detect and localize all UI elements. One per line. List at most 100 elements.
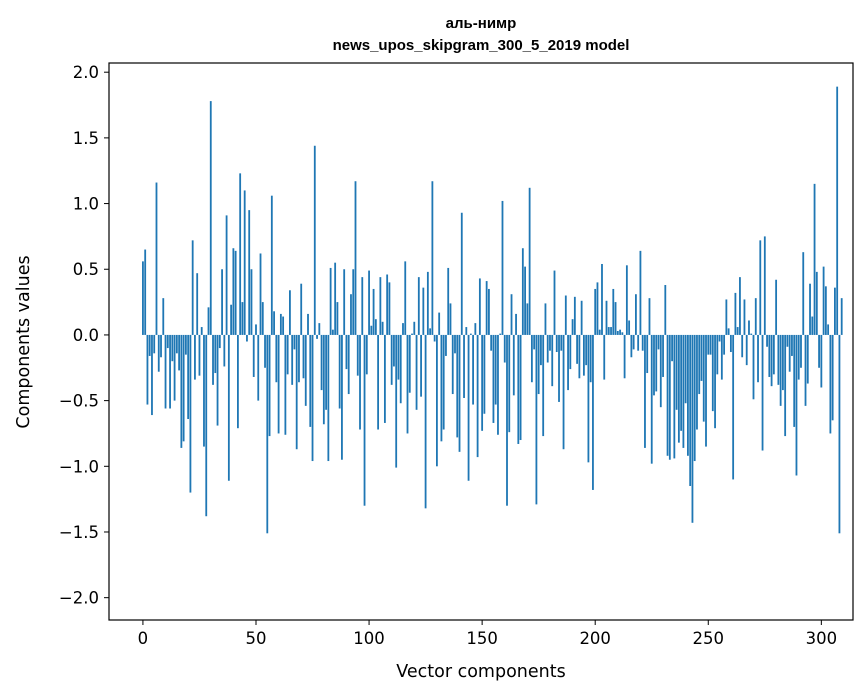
bar — [383, 334, 386, 423]
bar — [350, 294, 352, 335]
bar — [784, 334, 787, 437]
bar — [829, 334, 832, 434]
bar — [800, 334, 802, 368]
y-tick-label: 0.0 — [73, 326, 99, 345]
bar — [594, 288, 597, 335]
bar — [331, 329, 334, 335]
bar — [198, 334, 201, 376]
bar — [693, 334, 696, 462]
x-tick-label: 0 — [138, 629, 149, 648]
bar — [374, 319, 377, 335]
bar — [503, 334, 506, 363]
bar — [743, 299, 746, 335]
bar — [151, 334, 153, 416]
bar — [840, 298, 843, 335]
x-axis: 0 50 100 150 200 250 300 — [138, 620, 837, 648]
bar — [673, 334, 676, 459]
bar — [528, 187, 531, 335]
bar — [302, 334, 305, 379]
bar — [266, 334, 269, 534]
y-tick-label: −1.5 — [59, 523, 99, 542]
bar — [415, 334, 418, 410]
bar — [766, 334, 768, 347]
bar — [653, 334, 655, 396]
bar — [153, 334, 156, 354]
bar — [515, 313, 517, 335]
bar — [614, 302, 617, 335]
bar — [402, 323, 404, 335]
bar — [576, 334, 579, 364]
bar — [668, 334, 671, 460]
bar — [467, 334, 470, 481]
bar — [700, 334, 703, 381]
bar — [519, 334, 522, 441]
bar — [772, 334, 775, 375]
y-tick-label: −1.0 — [59, 457, 99, 476]
bar — [770, 334, 773, 387]
bar — [492, 334, 495, 423]
bar — [476, 334, 479, 458]
bar — [714, 334, 716, 429]
bar — [261, 302, 264, 335]
bar — [809, 283, 811, 335]
bar — [748, 320, 750, 335]
bar — [307, 313, 309, 335]
bar — [745, 334, 748, 366]
bar — [734, 292, 737, 335]
bar — [698, 334, 701, 395]
bar — [621, 332, 624, 335]
x-tick-label: 200 — [579, 629, 611, 648]
bar — [727, 328, 730, 335]
bar — [526, 303, 529, 335]
bar — [535, 334, 538, 505]
bar — [546, 334, 549, 363]
bar — [777, 334, 780, 385]
bar — [268, 334, 271, 437]
bar — [304, 334, 307, 406]
bar — [417, 277, 420, 335]
bar — [555, 334, 558, 353]
bar — [791, 334, 793, 356]
bar — [646, 334, 649, 374]
bar — [501, 200, 504, 335]
bar — [445, 334, 447, 356]
bar — [592, 334, 594, 490]
bar — [768, 334, 771, 377]
bar — [187, 334, 190, 420]
bar — [822, 266, 825, 335]
bar — [243, 190, 246, 335]
bar — [277, 334, 280, 434]
bar — [171, 334, 174, 362]
bar — [284, 334, 287, 435]
bar — [182, 334, 185, 442]
bar — [596, 282, 599, 335]
bar — [549, 334, 551, 351]
bar — [142, 261, 144, 335]
bar — [662, 334, 664, 377]
bar — [786, 334, 789, 347]
bar — [723, 334, 726, 355]
bar — [429, 328, 432, 335]
bar — [289, 290, 291, 335]
bar — [447, 267, 450, 335]
bar — [166, 334, 169, 349]
bar — [512, 334, 515, 396]
bar — [558, 334, 560, 402]
bar — [300, 283, 303, 335]
bar — [637, 334, 640, 351]
bar — [329, 267, 332, 335]
bar — [684, 334, 687, 404]
bar — [585, 334, 588, 366]
bar — [725, 299, 728, 335]
bar — [230, 304, 233, 335]
bar — [815, 271, 818, 335]
bar — [612, 288, 615, 335]
bar — [248, 210, 251, 335]
bar — [356, 334, 359, 376]
bar — [162, 298, 165, 335]
bar — [184, 334, 187, 355]
bar — [677, 334, 680, 443]
bar — [203, 334, 205, 447]
bar — [838, 334, 841, 534]
